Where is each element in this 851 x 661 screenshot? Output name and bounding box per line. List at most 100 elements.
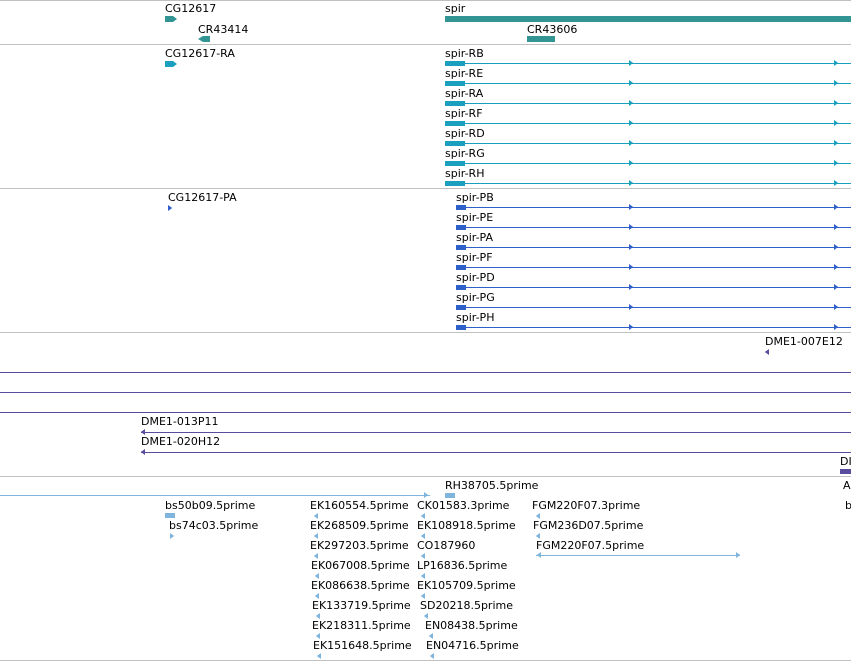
est-label[interactable]: b bbox=[845, 499, 851, 512]
est-glyph bbox=[165, 513, 175, 518]
protein-label[interactable]: CG12617-PA bbox=[168, 191, 237, 204]
est-label[interactable]: A bbox=[843, 479, 851, 492]
est-glyph bbox=[535, 533, 540, 539]
protein-glyph bbox=[629, 244, 634, 250]
transcript-glyph bbox=[629, 120, 634, 126]
protein-label[interactable]: spir-PA bbox=[456, 231, 494, 244]
est-glyph bbox=[314, 593, 319, 599]
protein-glyph bbox=[834, 244, 839, 250]
protein-label[interactable]: spir-PD bbox=[456, 271, 495, 284]
est-label[interactable]: EK297203.5prime bbox=[310, 539, 409, 552]
transcript-glyph bbox=[629, 140, 634, 146]
gene-glyph bbox=[445, 16, 851, 22]
transcript-label[interactable]: spir-RD bbox=[445, 127, 485, 140]
est-label[interactable]: EK160554.5prime bbox=[310, 499, 409, 512]
transcript-label[interactable]: spir-RB bbox=[445, 47, 484, 60]
est-glyph bbox=[420, 593, 425, 599]
est-label[interactable]: bs50b09.5prime bbox=[165, 499, 256, 512]
transcript-glyph bbox=[165, 61, 177, 67]
est-label[interactable]: EK218311.5prime bbox=[312, 619, 411, 632]
clone-label[interactable]: DME1-020H12 bbox=[141, 435, 221, 448]
gene-glyph bbox=[198, 36, 210, 42]
est-label[interactable]: SD20218.5prime bbox=[420, 599, 513, 612]
est-label[interactable]: CO187960 bbox=[417, 539, 476, 552]
est-glyph bbox=[316, 653, 321, 659]
clone-glyph bbox=[140, 429, 145, 435]
transcript-label[interactable]: CG12617-RA bbox=[165, 47, 235, 60]
track-divider bbox=[0, 332, 851, 333]
protein-glyph bbox=[629, 324, 634, 330]
est-glyph bbox=[429, 653, 434, 659]
est-label[interactable]: EN08438.5prime bbox=[425, 619, 518, 632]
est-glyph bbox=[428, 633, 433, 639]
clone-glyph bbox=[764, 349, 769, 355]
clone-label[interactable]: DI bbox=[840, 455, 851, 468]
est-label[interactable]: EK108918.5prime bbox=[417, 519, 516, 532]
transcript-glyph bbox=[834, 160, 839, 166]
protein-label[interactable]: spir-PH bbox=[456, 311, 495, 324]
track-divider bbox=[0, 476, 851, 477]
clone-glyph bbox=[840, 469, 851, 474]
protein-glyph bbox=[629, 284, 634, 290]
est-label[interactable]: EK268509.5prime bbox=[310, 519, 409, 532]
est-label[interactable]: EK086638.5prime bbox=[311, 579, 410, 592]
est-glyph bbox=[313, 513, 318, 519]
protein-glyph bbox=[629, 204, 634, 210]
protein-label[interactable]: spir-PG bbox=[456, 291, 495, 304]
clone-label[interactable]: DME1-007E12 bbox=[765, 335, 843, 348]
gene-label[interactable]: CR43606 bbox=[527, 23, 578, 36]
est-label[interactable]: FGM236D07.5prime bbox=[533, 519, 644, 532]
transcript-label[interactable]: spir-RF bbox=[445, 107, 483, 120]
est-glyph bbox=[423, 613, 428, 619]
transcript-glyph bbox=[629, 100, 634, 106]
protein-glyph bbox=[834, 204, 839, 210]
est-glyph bbox=[536, 552, 541, 558]
protein-glyph bbox=[834, 304, 839, 310]
est-label[interactable]: EK105709.5prime bbox=[417, 579, 516, 592]
est-label[interactable]: CK01583.3prime bbox=[417, 499, 510, 512]
gene-label[interactable]: spir bbox=[445, 2, 466, 15]
transcript-label[interactable]: spir-RA bbox=[445, 87, 484, 100]
protein-label[interactable]: spir-PE bbox=[456, 211, 494, 224]
track-divider bbox=[0, 0, 851, 1]
transcript-label[interactable]: spir-RE bbox=[445, 67, 484, 80]
est-glyph bbox=[313, 553, 318, 559]
est-glyph bbox=[420, 513, 425, 519]
gene-glyph bbox=[527, 36, 555, 42]
transcript-label[interactable]: spir-RG bbox=[445, 147, 485, 160]
transcript-glyph bbox=[629, 160, 634, 166]
est-glyph bbox=[313, 533, 318, 539]
gene-glyph bbox=[165, 16, 177, 22]
est-label[interactable]: bs74c03.5prime bbox=[169, 519, 259, 532]
est-label[interactable]: EK067008.5prime bbox=[311, 559, 410, 572]
est-label[interactable]: FGM220F07.3prime bbox=[532, 499, 641, 512]
est-glyph bbox=[420, 553, 425, 559]
gene-label[interactable]: CR43414 bbox=[198, 23, 249, 36]
clone-label[interactable]: DME1-013P11 bbox=[141, 415, 219, 428]
protein-glyph bbox=[834, 324, 839, 330]
protein-label[interactable]: spir-PB bbox=[456, 191, 494, 204]
transcript-label[interactable]: spir-RH bbox=[445, 167, 485, 180]
gene-label[interactable]: CG12617 bbox=[165, 2, 217, 15]
est-label[interactable]: LP16836.5prime bbox=[417, 559, 508, 572]
protein-glyph bbox=[834, 224, 839, 230]
est-label[interactable]: EN04716.5prime bbox=[426, 639, 519, 652]
transcript-glyph bbox=[629, 80, 634, 86]
est-glyph bbox=[445, 493, 455, 498]
protein-label[interactable]: spir-PF bbox=[456, 251, 493, 264]
est-label[interactable]: EK133719.5prime bbox=[312, 599, 411, 612]
est-label[interactable]: EK151648.5prime bbox=[313, 639, 412, 652]
est-glyph bbox=[420, 533, 425, 539]
est-label[interactable]: RH38705.5prime bbox=[445, 479, 539, 492]
est-glyph bbox=[535, 513, 540, 519]
transcript-glyph bbox=[629, 60, 634, 66]
est-glyph bbox=[736, 552, 741, 558]
protein-glyph bbox=[629, 224, 634, 230]
est-label[interactable]: FGM220F07.5prime bbox=[536, 539, 645, 552]
clone-glyph bbox=[140, 449, 145, 455]
transcript-glyph bbox=[834, 120, 839, 126]
transcript-glyph bbox=[834, 80, 839, 86]
est-glyph bbox=[420, 573, 425, 579]
protein-glyph bbox=[629, 264, 634, 270]
